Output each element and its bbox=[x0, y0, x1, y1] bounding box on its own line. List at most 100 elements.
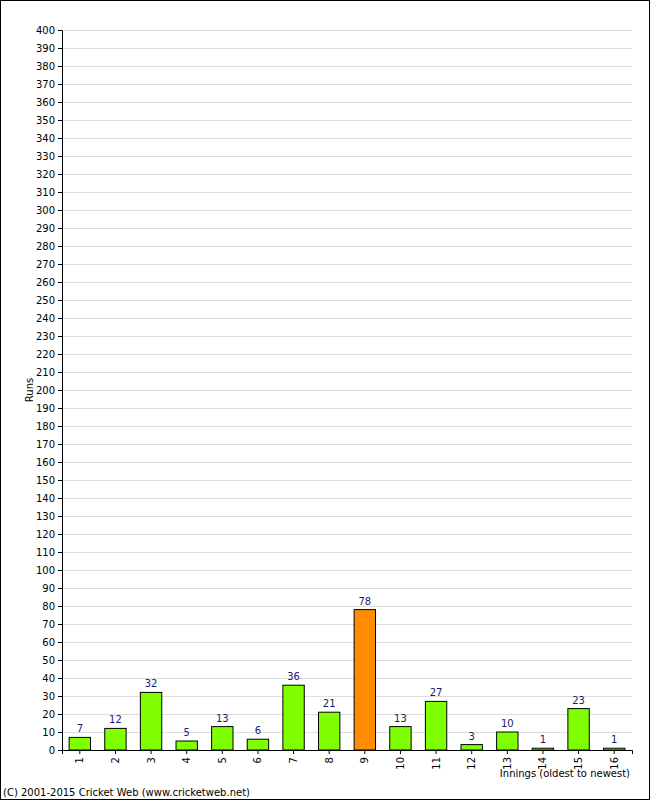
data-label: 21 bbox=[323, 698, 336, 709]
bar bbox=[140, 692, 161, 750]
y-tick-label: 390 bbox=[36, 43, 55, 54]
grid-line bbox=[62, 534, 632, 535]
x-tick-mark bbox=[436, 750, 437, 754]
y-tick-mark bbox=[58, 408, 62, 409]
y-tick-mark bbox=[58, 174, 62, 175]
bar bbox=[461, 745, 482, 750]
y-axis: 0102030405060708090100110120130140150160… bbox=[36, 25, 63, 756]
grid-line bbox=[62, 300, 632, 301]
x-tick-mark bbox=[222, 750, 223, 754]
y-tick: 80 bbox=[42, 601, 62, 612]
y-axis-title: Runs bbox=[24, 378, 35, 402]
grid-line bbox=[62, 48, 632, 49]
data-label: 78 bbox=[358, 596, 371, 607]
x-axis: 12345678910111213141516 bbox=[63, 750, 633, 770]
y-tick-mark bbox=[58, 516, 62, 517]
y-tick-label: 290 bbox=[36, 223, 55, 234]
y-tick-label: 90 bbox=[42, 583, 55, 594]
bar bbox=[532, 748, 553, 750]
y-tick-mark bbox=[58, 246, 62, 247]
x-tick-label: 4 bbox=[181, 757, 192, 763]
grid-line bbox=[62, 84, 632, 85]
y-tick: 110 bbox=[36, 547, 62, 558]
y-tick: 200 bbox=[36, 385, 62, 396]
y-tick-label: 320 bbox=[36, 169, 55, 180]
x-tick: 5 bbox=[217, 750, 228, 763]
y-tick: 0 bbox=[49, 745, 62, 756]
data-label: 7 bbox=[77, 723, 83, 734]
data-label: 36 bbox=[287, 671, 300, 682]
data-label: 10 bbox=[501, 718, 514, 729]
x-tick-label: 6 bbox=[252, 757, 263, 763]
y-tick-label: 120 bbox=[36, 529, 55, 540]
y-tick-label: 280 bbox=[36, 241, 55, 252]
y-tick-label: 150 bbox=[36, 475, 55, 486]
y-tick: 340 bbox=[36, 133, 62, 144]
x-tick-mark bbox=[578, 750, 579, 754]
y-tick: 220 bbox=[36, 349, 62, 360]
y-tick-label: 210 bbox=[36, 367, 55, 378]
bar bbox=[283, 685, 304, 750]
annotation: (C) 2001-2015 Cricket Web (www.cricketwe… bbox=[3, 787, 250, 798]
y-tick-mark bbox=[58, 678, 62, 679]
x-tick: 4 bbox=[181, 750, 192, 763]
y-tick: 160 bbox=[36, 457, 62, 468]
grid-line bbox=[62, 174, 632, 175]
y-tick-mark bbox=[58, 552, 62, 553]
bar bbox=[105, 728, 126, 750]
bar bbox=[604, 748, 625, 750]
y-tick: 290 bbox=[36, 223, 62, 234]
grid-line bbox=[62, 138, 632, 139]
data-label: 27 bbox=[430, 687, 443, 698]
x-tick-mark bbox=[329, 750, 330, 754]
x-tick-label: 7 bbox=[288, 757, 299, 763]
y-tick: 370 bbox=[36, 79, 62, 90]
x-tick-mark bbox=[614, 750, 615, 754]
grid-line bbox=[62, 282, 632, 283]
x-tick-mark bbox=[542, 750, 543, 754]
background bbox=[1, 1, 650, 800]
y-tick-mark bbox=[58, 696, 62, 697]
y-tick-label: 360 bbox=[36, 97, 55, 108]
bar bbox=[319, 712, 340, 750]
y-tick-label: 260 bbox=[36, 277, 55, 288]
y-tick-label: 200 bbox=[36, 385, 55, 396]
grid-line bbox=[62, 264, 632, 265]
y-tick-label: 240 bbox=[36, 313, 55, 324]
y-tick-mark bbox=[58, 156, 62, 157]
x-tick-mark bbox=[471, 750, 472, 754]
y-tick: 170 bbox=[36, 439, 62, 450]
y-tick: 360 bbox=[36, 97, 62, 108]
x-tick-label: 11 bbox=[431, 757, 442, 770]
data-labels: 71232513636217813273101231 bbox=[77, 596, 618, 746]
x-axis-title: Innings (oldest to newest) bbox=[500, 768, 630, 779]
grid-line bbox=[62, 552, 632, 553]
data-label: 13 bbox=[216, 713, 229, 724]
grid-line bbox=[62, 660, 632, 661]
data-label: 1 bbox=[611, 734, 617, 745]
bar bbox=[425, 701, 446, 750]
plot: 7123251363621781327310123101020304050607… bbox=[36, 25, 633, 770]
x-tick-mark bbox=[186, 750, 187, 754]
data-label: 1 bbox=[540, 734, 546, 745]
y-tick-mark bbox=[58, 750, 62, 751]
y-tick-mark bbox=[58, 228, 62, 229]
y-tick-label: 30 bbox=[42, 691, 55, 702]
grid-line bbox=[62, 336, 632, 337]
y-tick-mark bbox=[58, 732, 62, 733]
y-tick-label: 370 bbox=[36, 79, 55, 90]
grid-line bbox=[62, 498, 632, 499]
y-tick-label: 220 bbox=[36, 349, 55, 360]
data-label: 12 bbox=[109, 714, 122, 725]
y-tick-label: 230 bbox=[36, 331, 55, 342]
y-tick-mark bbox=[58, 282, 62, 283]
grid-line bbox=[62, 192, 632, 193]
x-tick: 15 bbox=[573, 750, 584, 770]
x-tick: 16 bbox=[609, 750, 620, 770]
grid-line bbox=[62, 426, 632, 427]
y-tick-label: 330 bbox=[36, 151, 55, 162]
grid-line bbox=[62, 408, 632, 409]
x-tick-label: 2 bbox=[110, 757, 121, 763]
grid-line bbox=[62, 66, 632, 67]
grid-line bbox=[62, 390, 632, 391]
